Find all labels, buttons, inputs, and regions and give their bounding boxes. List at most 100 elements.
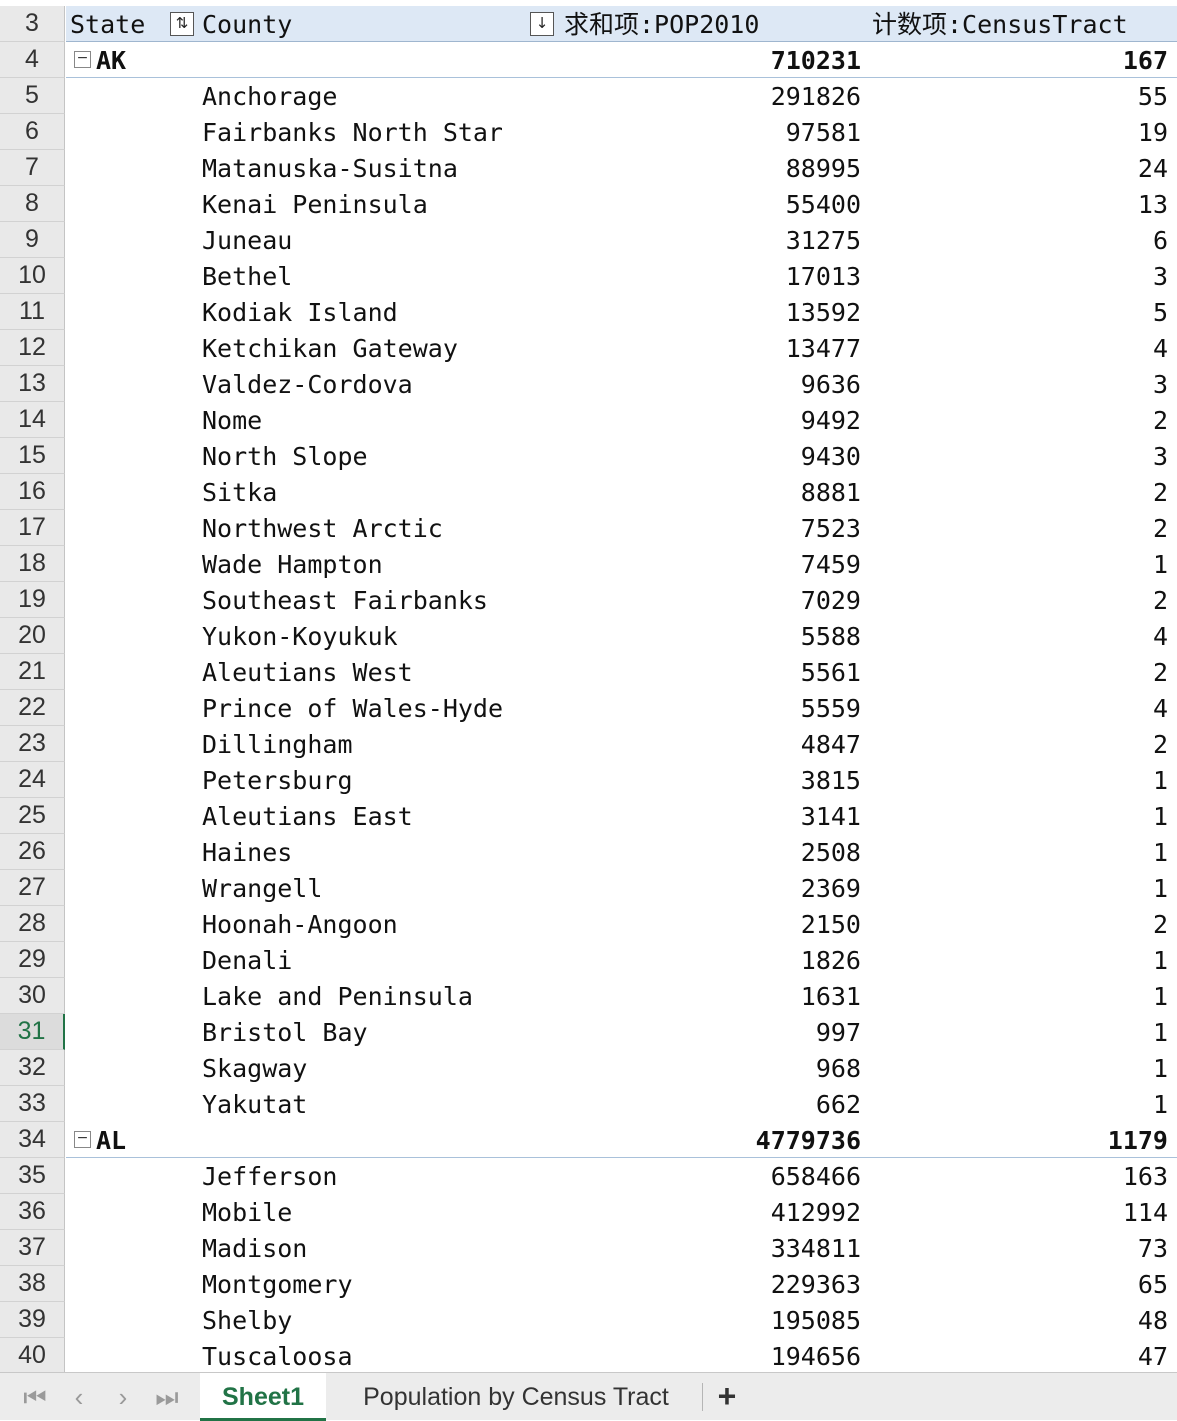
pop-cell[interactable]: 13592 xyxy=(785,298,861,327)
tract-count-cell[interactable]: 6 xyxy=(1152,226,1168,255)
last-sheet-icon[interactable]: ⏭ xyxy=(155,1382,179,1412)
pop-cell[interactable]: 658466 xyxy=(770,1162,861,1191)
tract-count-cell[interactable]: 3 xyxy=(1152,442,1168,471)
row-number[interactable]: 26 xyxy=(0,834,65,870)
row-number[interactable]: 24 xyxy=(0,762,65,798)
tract-count-cell[interactable]: 1 xyxy=(1152,802,1168,831)
row-number[interactable]: 28 xyxy=(0,906,65,942)
row-number[interactable]: 29 xyxy=(0,942,65,978)
county-cell[interactable]: Anchorage xyxy=(202,82,338,111)
county-cell[interactable]: Montgomery xyxy=(202,1270,353,1299)
spreadsheet-grid[interactable]: 3 State ⇅ County ↓ 求和项:POP2010 计数项:Censu… xyxy=(0,6,1177,1372)
row-number[interactable]: 4 xyxy=(0,42,65,78)
tract-count-cell[interactable]: 4 xyxy=(1152,694,1168,723)
row-number[interactable]: 16 xyxy=(0,474,65,510)
tract-count-cell[interactable]: 114 xyxy=(1122,1198,1168,1227)
row-number[interactable]: 31 xyxy=(0,1014,65,1050)
tract-count-cell[interactable]: 2 xyxy=(1152,406,1168,435)
county-cell[interactable]: Kenai Peninsula xyxy=(202,190,428,219)
pop-cell[interactable]: 334811 xyxy=(770,1234,861,1263)
collapse-toggle-icon[interactable]: − xyxy=(74,51,91,68)
prev-sheet-icon[interactable]: ‹ xyxy=(74,1382,84,1412)
row-number[interactable]: 12 xyxy=(0,330,65,366)
tract-count-cell[interactable]: 2 xyxy=(1152,910,1168,939)
county-cell[interactable]: Valdez-Cordova xyxy=(202,370,413,399)
pop-cell[interactable]: 3141 xyxy=(800,802,861,831)
pop-cell[interactable]: 1631 xyxy=(800,982,861,1011)
tract-count-cell[interactable]: 2 xyxy=(1152,730,1168,759)
county-cell[interactable]: Kodiak Island xyxy=(202,298,398,327)
tract-count-cell[interactable]: 13 xyxy=(1137,190,1168,219)
row-number[interactable]: 6 xyxy=(0,114,65,150)
tract-count-cell[interactable]: 1 xyxy=(1152,1090,1168,1119)
row-number[interactable]: 36 xyxy=(0,1194,65,1230)
next-sheet-icon[interactable]: › xyxy=(118,1382,128,1412)
row-number[interactable]: 22 xyxy=(0,690,65,726)
row-number[interactable]: 13 xyxy=(0,366,65,402)
pop-total-cell[interactable]: 710231 xyxy=(770,46,861,75)
row-number[interactable]: 23 xyxy=(0,726,65,762)
tract-count-cell[interactable]: 1 xyxy=(1152,982,1168,1011)
pop-cell[interactable]: 17013 xyxy=(785,262,861,291)
county-cell[interactable]: Madison xyxy=(202,1234,308,1263)
tract-count-cell[interactable]: 2 xyxy=(1152,658,1168,687)
tract-count-cell[interactable]: 24 xyxy=(1137,154,1168,183)
tract-count-cell[interactable]: 163 xyxy=(1122,1162,1168,1191)
row-number[interactable]: 20 xyxy=(0,618,65,654)
pop-cell[interactable]: 229363 xyxy=(770,1270,861,1299)
tract-count-cell[interactable]: 19 xyxy=(1137,118,1168,147)
tract-count-cell[interactable]: 73 xyxy=(1137,1234,1168,1263)
row-number[interactable]: 7 xyxy=(0,150,65,186)
pop-cell[interactable]: 9492 xyxy=(800,406,861,435)
county-cell[interactable]: Aleutians East xyxy=(202,802,413,831)
collapse-toggle-icon[interactable]: − xyxy=(74,1131,91,1148)
tract-count-cell[interactable]: 55 xyxy=(1137,82,1168,111)
tract-count-cell[interactable]: 1 xyxy=(1152,1018,1168,1047)
tab-population-by-census-tract[interactable]: Population by Census Tract xyxy=(363,1383,669,1411)
county-cell[interactable]: Tuscaloosa xyxy=(202,1342,353,1371)
row-number[interactable]: 21 xyxy=(0,654,65,690)
row-number[interactable]: 10 xyxy=(0,258,65,294)
pop-cell[interactable]: 1826 xyxy=(800,946,861,975)
county-cell[interactable]: Wade Hampton xyxy=(202,550,383,579)
county-cell[interactable]: Jefferson xyxy=(202,1162,338,1191)
pop-cell[interactable]: 7029 xyxy=(800,586,861,615)
pop-cell[interactable]: 7459 xyxy=(800,550,861,579)
county-filter-sort-icon[interactable]: ↓ xyxy=(530,12,554,36)
tract-count-cell[interactable]: 47 xyxy=(1137,1342,1168,1371)
pop-cell[interactable]: 997 xyxy=(815,1018,861,1047)
tract-count-cell[interactable]: 65 xyxy=(1137,1270,1168,1299)
county-cell[interactable]: Ketchikan Gateway xyxy=(202,334,458,363)
pop-cell[interactable]: 5588 xyxy=(800,622,861,651)
tract-total-cell[interactable]: 1179 xyxy=(1107,1126,1168,1155)
county-cell[interactable]: Southeast Fairbanks xyxy=(202,586,488,615)
pop-cell[interactable]: 195085 xyxy=(770,1306,861,1335)
row-number[interactable]: 15 xyxy=(0,438,65,474)
row-number[interactable]: 39 xyxy=(0,1302,65,1338)
pop-cell[interactable]: 2369 xyxy=(800,874,861,903)
county-cell[interactable]: Shelby xyxy=(202,1306,293,1335)
row-number[interactable]: 25 xyxy=(0,798,65,834)
pop-total-cell[interactable]: 4779736 xyxy=(755,1126,861,1155)
pop-cell[interactable]: 88995 xyxy=(785,154,861,183)
pop-cell[interactable]: 2508 xyxy=(800,838,861,867)
county-cell[interactable]: Sitka xyxy=(202,478,278,507)
pop-cell[interactable]: 3815 xyxy=(800,766,861,795)
tract-count-cell[interactable]: 1 xyxy=(1152,766,1168,795)
county-cell[interactable]: Yukon-Koyukuk xyxy=(202,622,398,651)
row-number[interactable]: 3 xyxy=(0,6,65,42)
county-column-header[interactable]: County xyxy=(202,10,293,39)
pop-cell[interactable]: 8881 xyxy=(800,478,861,507)
tract-total-cell[interactable]: 167 xyxy=(1122,46,1168,75)
row-number[interactable]: 19 xyxy=(0,582,65,618)
pop-cell[interactable]: 194656 xyxy=(770,1342,861,1371)
state-filter-sort-icon[interactable]: ⇅ xyxy=(170,12,194,36)
row-number[interactable]: 30 xyxy=(0,978,65,1014)
row-number[interactable]: 38 xyxy=(0,1266,65,1302)
county-cell[interactable]: Prince of Wales-Hyder xyxy=(202,694,502,723)
pop-sum-header[interactable]: 求和项:POP2010 xyxy=(564,10,760,39)
pop-cell[interactable]: 968 xyxy=(815,1054,861,1083)
county-cell[interactable]: Dillingham xyxy=(202,730,353,759)
pop-cell[interactable]: 5561 xyxy=(800,658,861,687)
tab-sheet1[interactable]: Sheet1 xyxy=(200,1373,326,1421)
